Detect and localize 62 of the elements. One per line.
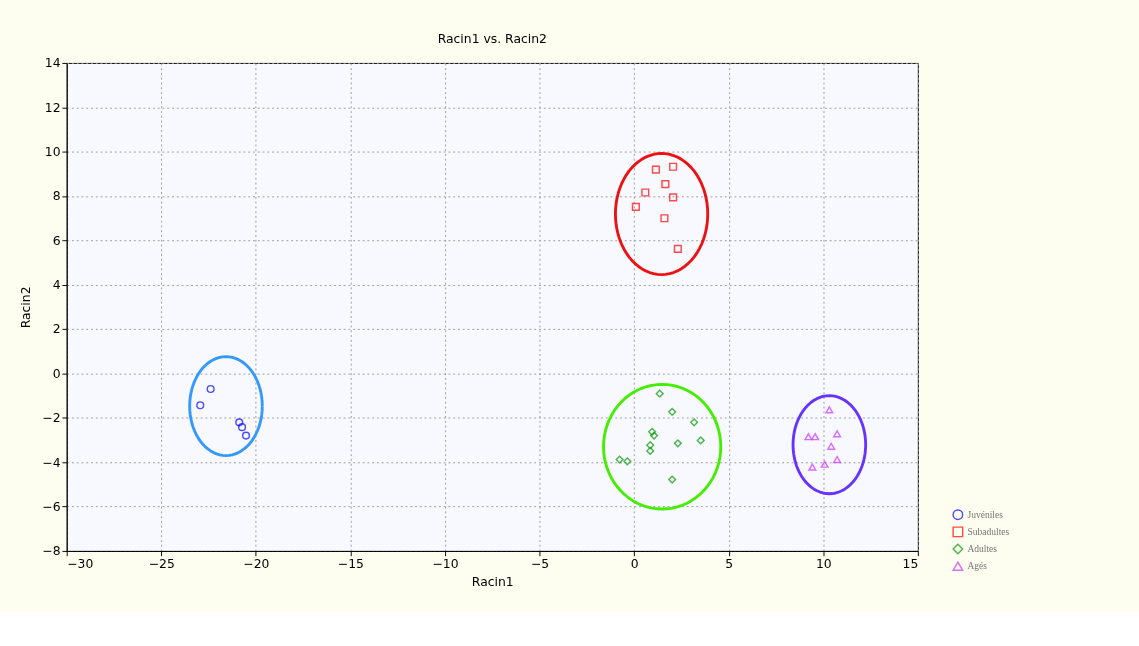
y-tick-label: −4 (42, 454, 61, 470)
y-tick-label: −6 (42, 498, 61, 514)
point (237, 423, 247, 432)
point (690, 418, 699, 427)
y-tick-label: 0 (52, 365, 61, 381)
x-tick-label: 0 (630, 555, 639, 571)
point (235, 418, 244, 427)
point (648, 427, 657, 436)
point (646, 446, 655, 456)
point (196, 401, 205, 410)
point (646, 441, 655, 450)
point (825, 406, 834, 414)
point (827, 442, 836, 450)
x-tick-label: −20 (243, 555, 270, 571)
point (833, 455, 842, 464)
point (808, 463, 817, 471)
point (804, 433, 813, 441)
legend-label: Adultes (967, 543, 998, 554)
y-tick-label: −2 (42, 410, 61, 426)
x-tick-label: 5 (725, 555, 734, 571)
legend-label: Subadultes (967, 526, 1010, 537)
x-tick-label: −15 (337, 555, 364, 571)
point (696, 436, 705, 445)
y-tick-label: −8 (42, 543, 61, 559)
point (673, 439, 682, 448)
point (661, 179, 670, 189)
x-tick-label: −25 (148, 555, 175, 571)
y-tick-label: 14 (44, 55, 61, 71)
point (241, 431, 251, 440)
point (668, 475, 677, 484)
point (820, 460, 829, 468)
point (649, 431, 659, 440)
legend-label: Juvéniles (967, 509, 1004, 520)
point (631, 202, 640, 211)
point (668, 407, 677, 416)
y-tick-label: 6 (52, 232, 61, 248)
x-axis-title: Racin1 (471, 573, 514, 589)
y-tick-label: 10 (44, 143, 61, 159)
chart-title: Racin1 vs. Racin2 (437, 30, 547, 46)
y-axis-title: Racin2 (17, 286, 33, 329)
point (641, 188, 650, 197)
point (669, 193, 678, 202)
point (623, 457, 632, 466)
legend-label: Agés (967, 561, 988, 572)
y-tick-label: 8 (52, 188, 61, 204)
point (615, 455, 624, 464)
x-tick-label: 10 (815, 555, 832, 571)
y-tick-label: 2 (52, 321, 61, 337)
x-tick-label: 15 (902, 555, 919, 571)
point (811, 433, 820, 441)
x-tick-label: −30 (67, 555, 94, 571)
y-tick-label: 12 (44, 99, 61, 115)
point (660, 214, 669, 223)
point (651, 165, 660, 174)
point (655, 389, 664, 398)
point (206, 384, 215, 394)
point (673, 244, 682, 253)
x-tick-label: −5 (530, 555, 550, 571)
point (669, 162, 678, 171)
point (833, 430, 842, 438)
x-tick-label: −10 (432, 555, 459, 571)
y-tick-label: 4 (52, 277, 61, 293)
